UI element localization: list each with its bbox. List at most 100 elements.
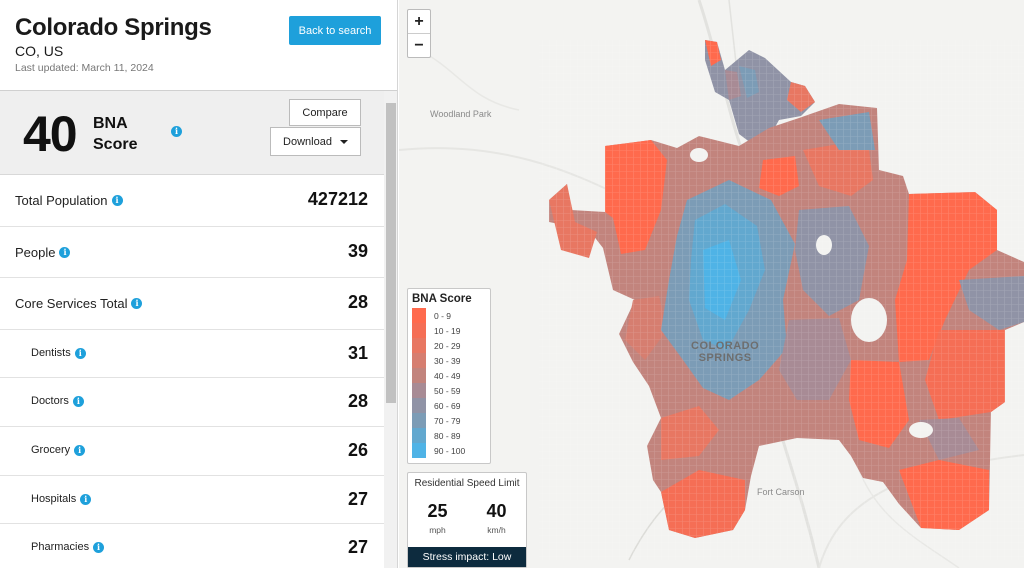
legend-label: 50 - 59 [434,385,461,396]
map-label-city: COLORADO SPRINGS [691,340,759,364]
city-title: Colorado Springs [15,14,212,41]
metric-row-core-services: Core Services Total i 28 [0,278,384,330]
map-label-woodland-park: Woodland Park [430,109,492,119]
legend-label: 90 - 100 [434,445,466,456]
legend-title: BNA Score [412,293,472,305]
download-button-label: Download [283,135,332,148]
legend-item: 40 - 49 [412,368,486,383]
metric-value: 427212 [307,189,368,209]
legend-label: 70 - 79 [434,415,461,426]
map-view[interactable]: + − Woodland Park COLORADO SPRINGS Fort … [399,0,1024,568]
download-button[interactable]: Download [270,127,361,156]
metric-label: Pharmacies [31,541,90,553]
speed-mph-value: 25 [427,501,448,521]
compare-button[interactable]: Compare [289,99,361,126]
bna-score-label: BNA Score [93,113,137,155]
speed-limit-panel: Residential Speed Limit 25 mph 40 km/h S… [407,472,527,568]
metric-row-doctors: Doctors i 28 [0,378,384,427]
metric-label: Hospitals [31,493,77,505]
legend-swatch [412,428,426,443]
metric-label: Core Services Total [15,296,128,311]
legend-item: 0 - 9 [412,308,486,323]
stress-impact-badge: Stress impact: Low [408,547,526,567]
legend-label: 20 - 29 [434,340,461,351]
speed-mph: 25 mph [408,495,467,543]
scrollbar-thumb[interactable] [386,103,396,403]
legend-swatch [412,383,426,398]
map-label-city-line2: SPRINGS [698,352,752,364]
metric-label: Grocery [31,444,71,456]
bna-score-label-line1: BNA [93,115,128,132]
info-icon[interactable]: i [72,395,84,407]
info-icon[interactable]: i [59,247,71,258]
legend-label: 30 - 39 [434,355,461,366]
info-icon[interactable]: i [131,298,143,309]
legend-item: 10 - 19 [412,323,486,338]
map-canvas[interactable] [399,0,1024,568]
metric-value: 31 [347,343,368,363]
zoom-control: + − [407,9,431,58]
legend-item: 30 - 39 [412,353,486,368]
legend-items: 0 - 9 10 - 19 20 - 29 30 - 39 40 - 49 50 - 59… [412,308,486,458]
legend-swatch [412,398,426,413]
metric-value: 28 [347,292,368,312]
legend-swatch [412,323,426,338]
legend-swatch [412,353,426,368]
scrollbar[interactable] [384,91,397,568]
info-icon[interactable]: i [93,541,105,553]
info-icon[interactable]: i [74,347,86,359]
metric-row-hospitals: Hospitals i 27 [0,476,384,524]
city-sidebar: Colorado Springs CO, US Last updated: Ma… [0,0,398,568]
bna-score-label-line2: Score [93,136,138,153]
legend-item: 70 - 79 [412,413,486,428]
legend-swatch [412,308,426,323]
metric-row-grocery: Grocery i 26 [0,427,384,476]
legend-label: 10 - 19 [434,325,461,336]
city-header: Colorado Springs CO, US Last updated: Ma… [0,0,397,90]
speed-kmh-value: 40 [486,501,507,521]
zoom-in-button[interactable]: + [408,10,430,34]
bna-score-legend: BNA Score 0 - 9 10 - 19 20 - 29 30 - 39 40 -… [407,288,491,464]
metric-row-people: People i 39 [0,227,384,278]
info-icon[interactable]: i [74,444,86,456]
legend-item: 60 - 69 [412,398,486,413]
metric-value: 26 [347,440,368,460]
back-to-search-button[interactable]: Back to search [289,16,381,45]
metric-label: People [15,245,56,260]
metric-value: 28 [347,391,368,411]
metric-row-dentists: Dentists i 31 [0,330,384,378]
metric-value: 39 [347,241,368,261]
legend-swatch [412,443,426,458]
info-icon[interactable]: i [171,126,182,137]
metrics-scroll-area[interactable]: 40 BNA Score i Compare Download Total Po… [0,90,397,568]
map-label-fort-carson: Fort Carson [757,487,805,497]
info-icon[interactable]: i [111,195,123,206]
metric-row-total-population: Total Population i 427212 [0,175,384,227]
speed-limit-title: Residential Speed Limit [414,478,520,489]
metric-value: 27 [347,489,368,509]
metric-label: Dentists [31,347,71,359]
zoom-out-button[interactable]: − [414,37,424,54]
legend-label: 60 - 69 [434,400,461,411]
legend-swatch [412,338,426,353]
legend-item: 50 - 59 [412,383,486,398]
metric-value: 27 [347,537,368,557]
metric-label: Total Population [15,193,108,208]
info-icon[interactable]: i [80,493,92,505]
city-state-country: CO, US [15,43,64,59]
legend-item: 20 - 29 [412,338,486,353]
speed-kmh-unit: km/h [487,525,506,535]
chevron-down-icon [339,139,348,144]
map-label-city-line1: COLORADO [691,340,760,352]
legend-swatch [412,368,426,383]
speed-mph-unit: mph [429,525,446,535]
legend-label: 0 - 9 [434,310,452,321]
legend-label: 80 - 89 [434,430,461,441]
metric-row-pharmacies: Pharmacies i 27 [0,524,384,568]
bna-score-block: 40 BNA Score i Compare Download [0,91,384,175]
bna-score-value: 40 [23,106,78,162]
legend-label: 40 - 49 [434,370,461,381]
legend-item: 80 - 89 [412,428,486,443]
last-updated: Last updated: March 11, 2024 [15,62,154,74]
